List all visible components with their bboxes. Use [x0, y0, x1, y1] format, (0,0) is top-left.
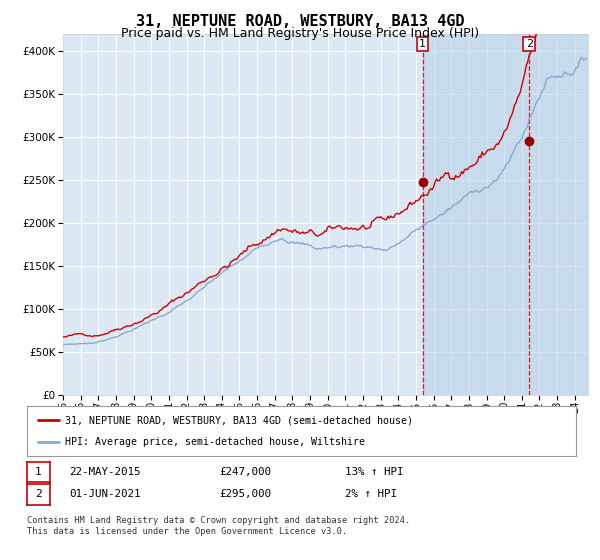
Text: 22-MAY-2015: 22-MAY-2015: [69, 466, 140, 477]
Text: 2: 2: [35, 489, 42, 500]
Text: £295,000: £295,000: [219, 489, 271, 499]
Text: 31, NEPTUNE ROAD, WESTBURY, BA13 4GD: 31, NEPTUNE ROAD, WESTBURY, BA13 4GD: [136, 14, 464, 29]
Text: Contains HM Land Registry data © Crown copyright and database right 2024.
This d: Contains HM Land Registry data © Crown c…: [27, 516, 410, 536]
Text: 01-JUN-2021: 01-JUN-2021: [69, 489, 140, 499]
Text: HPI: Average price, semi-detached house, Wiltshire: HPI: Average price, semi-detached house,…: [65, 437, 365, 447]
Text: 2: 2: [526, 39, 533, 49]
Text: £247,000: £247,000: [219, 466, 271, 477]
Text: 2% ↑ HPI: 2% ↑ HPI: [345, 489, 397, 499]
Text: 1: 1: [419, 39, 426, 49]
Text: 1: 1: [35, 467, 42, 477]
Text: Price paid vs. HM Land Registry's House Price Index (HPI): Price paid vs. HM Land Registry's House …: [121, 27, 479, 40]
Text: 31, NEPTUNE ROAD, WESTBURY, BA13 4GD (semi-detached house): 31, NEPTUNE ROAD, WESTBURY, BA13 4GD (se…: [65, 415, 413, 425]
Text: 13% ↑ HPI: 13% ↑ HPI: [345, 466, 404, 477]
Bar: [422, 34, 588, 395]
